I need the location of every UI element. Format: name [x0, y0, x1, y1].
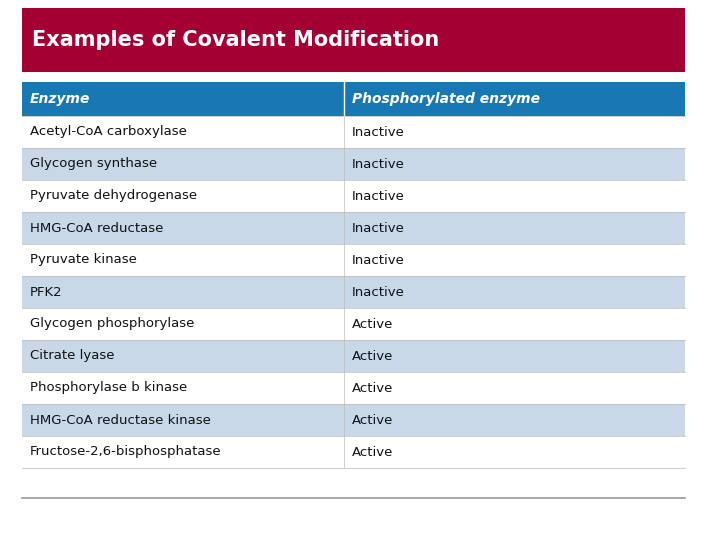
- Text: Enzyme: Enzyme: [30, 92, 91, 106]
- Text: Glycogen phosphorylase: Glycogen phosphorylase: [30, 318, 194, 330]
- Text: Citrate lyase: Citrate lyase: [30, 349, 114, 362]
- Bar: [22, 116, 685, 148]
- Text: Fructose-2,6-bisphosphatase: Fructose-2,6-bisphosphatase: [30, 446, 222, 458]
- Text: Active: Active: [351, 318, 393, 330]
- Text: Active: Active: [351, 446, 393, 458]
- Bar: [22, 340, 685, 372]
- Bar: [22, 372, 685, 404]
- Text: Phosphorylated enzyme: Phosphorylated enzyme: [351, 92, 539, 106]
- Text: Pyruvate dehydrogenase: Pyruvate dehydrogenase: [30, 190, 197, 202]
- Bar: [22, 308, 685, 340]
- Text: Acetyl-CoA carboxylase: Acetyl-CoA carboxylase: [30, 125, 187, 138]
- Text: Active: Active: [351, 414, 393, 427]
- Bar: [22, 180, 685, 212]
- Bar: [22, 212, 685, 244]
- Text: Pyruvate kinase: Pyruvate kinase: [30, 253, 137, 267]
- Bar: [22, 436, 685, 468]
- Text: Glycogen synthase: Glycogen synthase: [30, 158, 157, 171]
- Text: Active: Active: [351, 381, 393, 395]
- Text: Inactive: Inactive: [351, 286, 405, 299]
- Text: Inactive: Inactive: [351, 190, 405, 202]
- Text: Active: Active: [351, 349, 393, 362]
- Text: Inactive: Inactive: [351, 253, 405, 267]
- Bar: [22, 404, 685, 436]
- Text: Inactive: Inactive: [351, 158, 405, 171]
- Bar: [22, 244, 685, 276]
- Bar: [22, 148, 685, 180]
- Text: HMG-CoA reductase kinase: HMG-CoA reductase kinase: [30, 414, 211, 427]
- Text: Examples of Covalent Modification: Examples of Covalent Modification: [32, 30, 439, 50]
- Text: Inactive: Inactive: [351, 125, 405, 138]
- Text: Phosphorylase b kinase: Phosphorylase b kinase: [30, 381, 187, 395]
- Bar: [22, 8, 685, 72]
- Text: HMG-CoA reductase: HMG-CoA reductase: [30, 221, 163, 234]
- Bar: [22, 276, 685, 308]
- Text: PFK2: PFK2: [30, 286, 63, 299]
- Bar: [22, 82, 685, 116]
- Text: Inactive: Inactive: [351, 221, 405, 234]
